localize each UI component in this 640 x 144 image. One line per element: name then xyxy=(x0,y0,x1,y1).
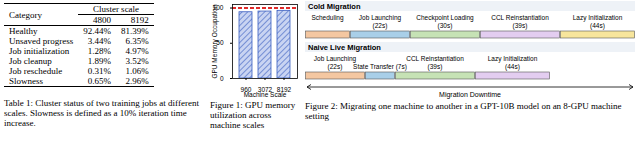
html-text:Slowness: Slowness xyxy=(9,76,43,86)
html-text:Job cleanup: Job cleanup xyxy=(9,56,52,66)
svg-text:GPU Memory Occupation: GPU Memory Occupation xyxy=(211,4,219,78)
svg-text:CCL Reinstantiation: CCL Reinstantiation xyxy=(406,55,464,62)
html-text:Job reschedule: Job reschedule xyxy=(9,66,63,76)
svg-text:100: 100 xyxy=(212,4,224,12)
svg-text:Lazy Initialization: Lazy Initialization xyxy=(488,55,538,63)
svg-text:(22s): (22s) xyxy=(373,22,388,30)
svg-text:State Transfer (7s): State Transfer (7s) xyxy=(353,63,407,71)
html-text:Table 1: Cluster status of two: Table 1: Cluster status of two training … xyxy=(4,98,199,128)
svg-text:Migration Downtime: Migration Downtime xyxy=(439,91,501,99)
html-text:1.06%: 1.06% xyxy=(125,66,149,76)
svg-text:(30s): (30s) xyxy=(438,22,453,30)
svg-text:Machine Scale: Machine Scale xyxy=(244,91,287,98)
svg-text:(44s): (44s) xyxy=(505,63,520,71)
html-text:81.39%: 81.39% xyxy=(121,26,149,36)
svg-text:50: 50 xyxy=(216,39,224,47)
svg-text:Job Launching: Job Launching xyxy=(359,14,402,22)
html-text:4.97%: 4.97% xyxy=(125,46,149,56)
html-text:8192: 8192 xyxy=(130,15,149,25)
svg-text:(44s): (44s) xyxy=(590,22,605,30)
html-text:2.96%: 2.96% xyxy=(125,76,149,86)
svg-text:(39s): (39s) xyxy=(428,63,443,71)
html-text:4800: 4800 xyxy=(93,15,111,25)
html-text:0.31%: 0.31% xyxy=(87,66,111,76)
svg-text:Scheduling: Scheduling xyxy=(311,14,344,22)
html-text:Healthy: Healthy xyxy=(9,26,38,36)
svg-text:Job Launching: Job Launching xyxy=(314,55,357,63)
html-text:92.44%: 92.44% xyxy=(83,26,111,36)
html-text:Unsaved progress: Unsaved progress xyxy=(9,36,74,46)
html-text:1.28%: 1.28% xyxy=(87,46,111,56)
html-text:Job initialization: Job initialization xyxy=(9,46,70,56)
svg-text:Cold Migration: Cold Migration xyxy=(308,2,361,11)
svg-text:Checkpoint Loading: Checkpoint Loading xyxy=(416,14,474,22)
html-text:Figure 1: GPU memory utilizati: Figure 1: GPU memory utilization across … xyxy=(210,100,296,130)
svg-text:Naive Live Migration: Naive Live Migration xyxy=(308,43,381,52)
svg-text:Lazy Initialization: Lazy Initialization xyxy=(573,14,623,22)
html-text:Category: Category xyxy=(9,9,42,20)
html-text:Figure 2: Migrating one machin: Figure 2: Migrating one machine to anoth… xyxy=(305,101,622,121)
html-text:1.89%: 1.89% xyxy=(87,56,111,66)
html-text:3.44%: 3.44% xyxy=(87,36,111,46)
svg-text:(22s): (22s) xyxy=(328,63,343,71)
svg-text:(39s): (39s) xyxy=(513,22,528,30)
html-text:0.65%: 0.65% xyxy=(87,76,111,86)
html-text:3.52%: 3.52% xyxy=(125,56,149,66)
svg-text:0: 0 xyxy=(220,75,224,82)
html-text:Cluster scale: Cluster scale xyxy=(92,4,140,14)
svg-text:CCL Reinstantiation: CCL Reinstantiation xyxy=(491,14,549,21)
html-text:6.35%: 6.35% xyxy=(125,36,149,46)
